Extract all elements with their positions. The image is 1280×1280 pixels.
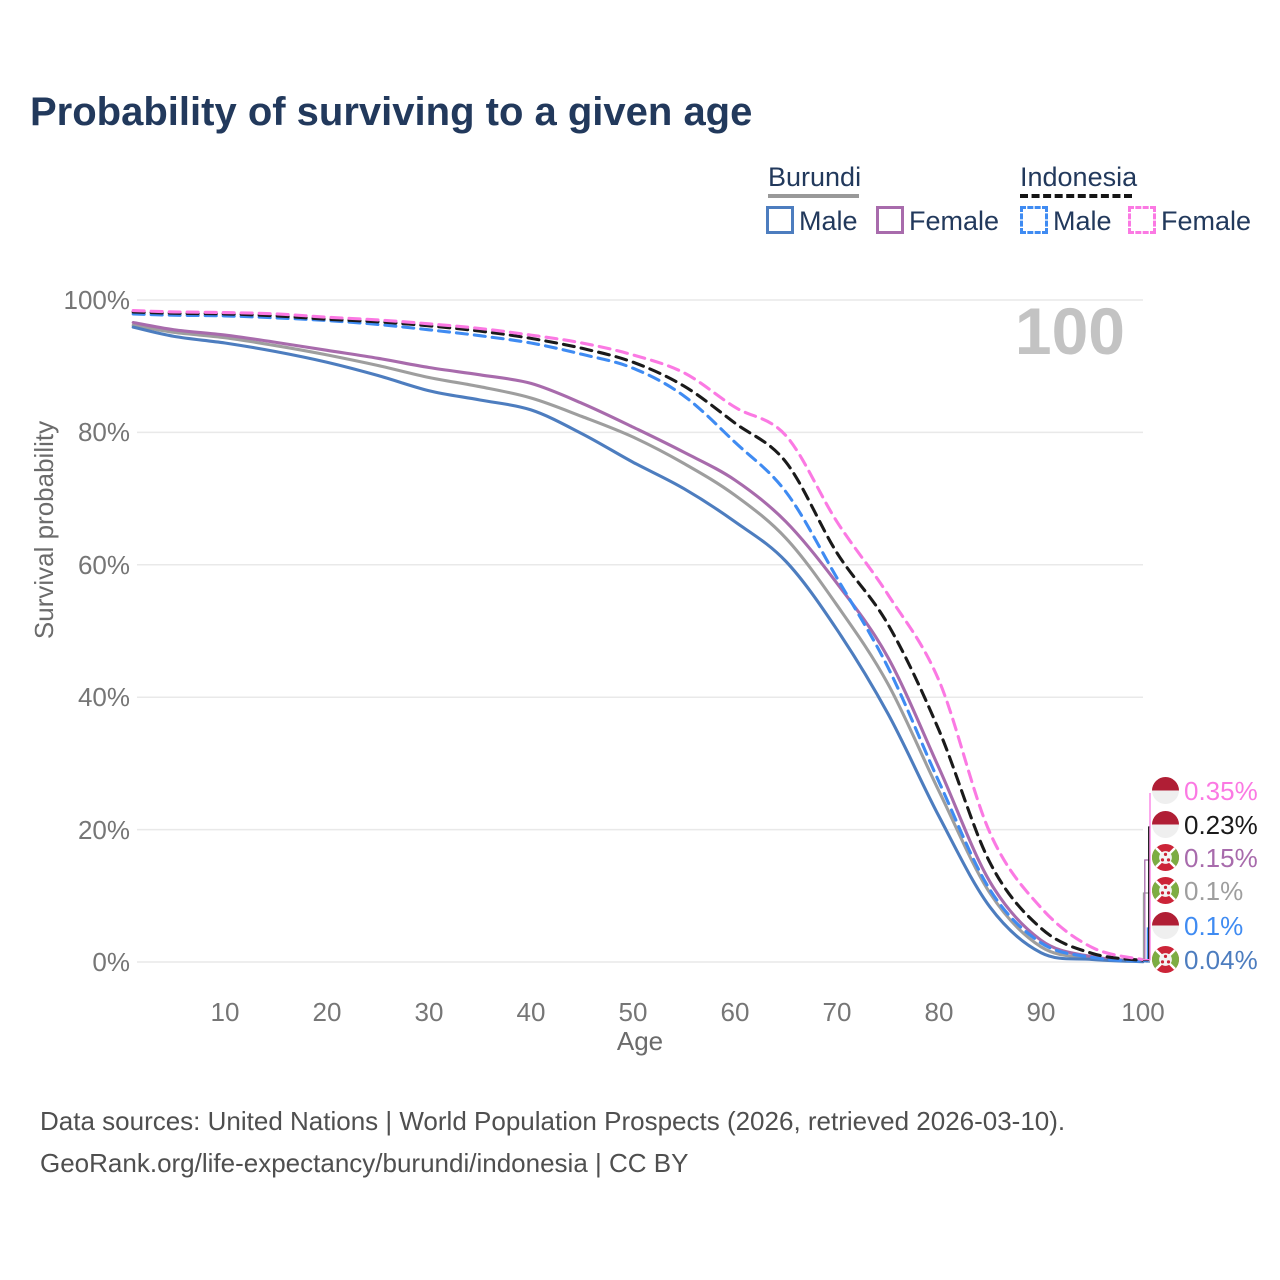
y-tick-label: 20% (77, 814, 130, 845)
x-tick-label: 90 (1026, 997, 1056, 1027)
age-watermark: 100 (1014, 294, 1125, 368)
curve-indonesia-both-sexes (131, 310, 1145, 963)
burundi-flag-icon (1152, 946, 1179, 973)
footer-attribution: GeoRank.org/life-expectancy/burundi/indo… (40, 1148, 689, 1178)
curve-burundi-male (131, 325, 1145, 964)
label-leader-burundi-female (1143, 859, 1150, 962)
label-leader-indonesia-female (1143, 793, 1151, 961)
x-tick-label: 30 (414, 997, 444, 1027)
legend-swatch-burundi-male[interactable] (766, 206, 794, 234)
curve-indonesia-male (131, 312, 1145, 963)
legend-item-burundi-male[interactable]: Male (799, 206, 858, 236)
x-tick-label: 70 (822, 997, 852, 1027)
end-label-value: 0.04% (1184, 944, 1258, 975)
y-tick-label: 40% (77, 682, 130, 713)
burundi-flag-icon (1152, 844, 1179, 871)
end-label-burundi-both-sexes: 0.1% (1152, 877, 1243, 904)
end-label-value: 0.1% (1184, 875, 1244, 906)
end-label-value: 0.23% (1184, 809, 1258, 840)
y-tick-label: 60% (77, 549, 130, 580)
indonesia-flag-icon (1152, 777, 1179, 804)
x-tick-label: 10 (210, 997, 240, 1027)
legend-group-burundi: Burundi (768, 162, 862, 192)
label-leader-burundi-both-sexes (1142, 892, 1150, 962)
end-label-value: 0.15% (1184, 842, 1258, 873)
end-label-indonesia-male: 0.1% (1152, 912, 1243, 939)
legend-item-indonesia-male[interactable]: Male (1053, 206, 1112, 236)
y-tick-label: 0% (92, 947, 130, 977)
curve-burundi-both-sexes (131, 323, 1145, 963)
legend-indonesia-all-line (1020, 194, 1132, 198)
indonesia-flag-icon (1152, 811, 1179, 838)
legend-item-indonesia-female[interactable]: Female (1161, 206, 1252, 236)
y-tick-label: 100% (63, 285, 131, 315)
x-tick-label: 20 (312, 997, 342, 1027)
y-tick-label: 80% (77, 417, 130, 448)
curve-burundi-female (131, 320, 1145, 963)
x-tick-label: 100 (1121, 997, 1165, 1027)
x-tick-label: 80 (924, 997, 954, 1027)
label-leader-indonesia-both-sexes (1143, 826, 1150, 962)
legend-swatch-burundi-female[interactable] (876, 206, 904, 234)
burundi-flag-icon (1152, 877, 1179, 904)
legend-group-indonesia: Indonesia (1020, 162, 1138, 192)
end-label-burundi-female: 0.15% (1152, 844, 1258, 871)
x-tick-label: 50 (618, 997, 648, 1027)
footer-data-sources: Data sources: United Nations | World Pop… (40, 1106, 1066, 1136)
indonesia-flag-icon (1152, 912, 1179, 939)
end-label-value: 0.1% (1184, 910, 1244, 941)
x-axis-title: Age (616, 1026, 664, 1056)
page-title: Probability of surviving to a given age (30, 90, 753, 134)
end-label-burundi-male: 0.04% (1152, 946, 1258, 973)
end-label-value: 0.35% (1184, 775, 1258, 806)
end-label-indonesia-female: 0.35% (1152, 777, 1258, 804)
x-tick-label: 40 (516, 997, 546, 1027)
y-axis-title: Survival probability (29, 420, 59, 640)
legend-swatch-indonesia-male[interactable] (1020, 206, 1048, 234)
legend-swatch-indonesia-female[interactable] (1128, 206, 1156, 234)
legend-burundi-all-line (768, 194, 859, 198)
end-label-indonesia-both-sexes: 0.23% (1152, 811, 1258, 838)
x-tick-label: 60 (720, 997, 750, 1027)
label-leader-indonesia-male (1143, 927, 1150, 962)
legend-item-burundi-female[interactable]: Female (909, 206, 1000, 236)
curve-indonesia-female (131, 309, 1145, 962)
